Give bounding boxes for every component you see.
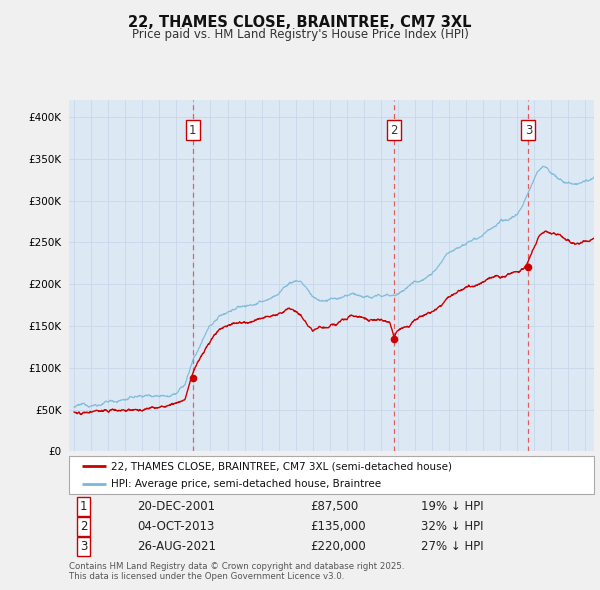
Text: 22, THAMES CLOSE, BRAINTREE, CM7 3XL (semi-detached house): 22, THAMES CLOSE, BRAINTREE, CM7 3XL (se… bbox=[111, 461, 452, 471]
Text: 2: 2 bbox=[390, 124, 398, 137]
Text: Contains HM Land Registry data © Crown copyright and database right 2025.
This d: Contains HM Land Registry data © Crown c… bbox=[69, 562, 404, 581]
Text: 3: 3 bbox=[80, 540, 88, 553]
Text: 3: 3 bbox=[524, 124, 532, 137]
Text: Price paid vs. HM Land Registry's House Price Index (HPI): Price paid vs. HM Land Registry's House … bbox=[131, 28, 469, 41]
Text: 22, THAMES CLOSE, BRAINTREE, CM7 3XL: 22, THAMES CLOSE, BRAINTREE, CM7 3XL bbox=[128, 15, 472, 30]
Text: 1: 1 bbox=[80, 500, 88, 513]
Text: 1: 1 bbox=[189, 124, 197, 137]
Text: £220,000: £220,000 bbox=[311, 540, 366, 553]
Text: 20-DEC-2001: 20-DEC-2001 bbox=[137, 500, 215, 513]
Text: £135,000: £135,000 bbox=[311, 520, 366, 533]
Text: 19% ↓ HPI: 19% ↓ HPI bbox=[421, 500, 484, 513]
Text: 26-AUG-2021: 26-AUG-2021 bbox=[137, 540, 216, 553]
Text: 32% ↓ HPI: 32% ↓ HPI bbox=[421, 520, 483, 533]
Text: 27% ↓ HPI: 27% ↓ HPI bbox=[421, 540, 484, 553]
Text: HPI: Average price, semi-detached house, Braintree: HPI: Average price, semi-detached house,… bbox=[111, 479, 381, 489]
Text: 2: 2 bbox=[80, 520, 88, 533]
Text: £87,500: £87,500 bbox=[311, 500, 359, 513]
Text: 04-OCT-2013: 04-OCT-2013 bbox=[137, 520, 215, 533]
FancyBboxPatch shape bbox=[69, 456, 594, 494]
